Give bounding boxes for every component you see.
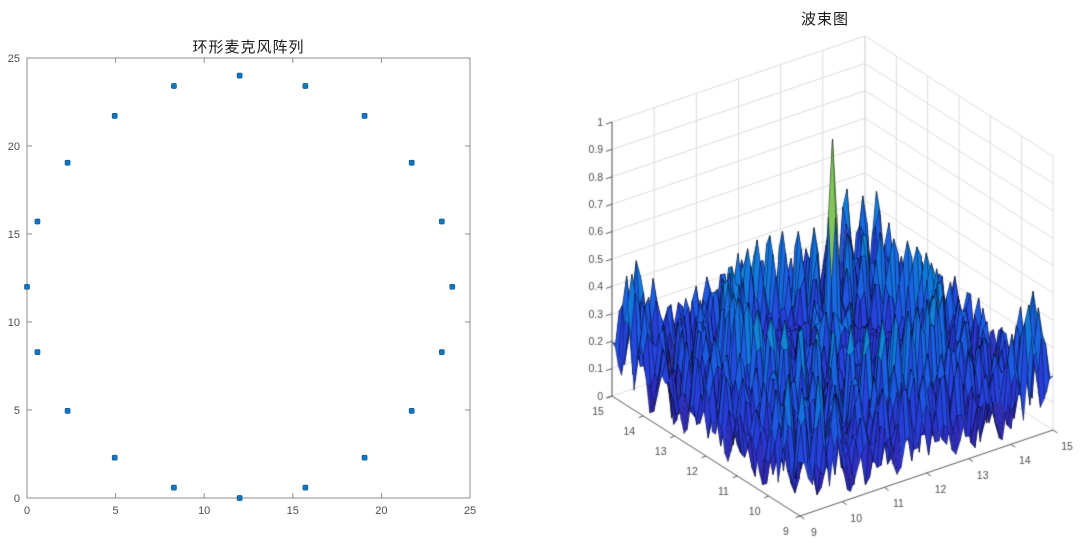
x-tick-label: 25 bbox=[464, 505, 476, 517]
y-tick-label: 5 bbox=[14, 405, 20, 417]
y-tick-label: 15 bbox=[8, 229, 20, 241]
mic-marker bbox=[24, 283, 30, 290]
mic-marker bbox=[111, 454, 118, 461]
scatter-chart: 0 5 10 15 20 25 0 5 10 15 20 25 bbox=[8, 53, 476, 517]
mic-marker bbox=[171, 83, 177, 89]
y-tick-label: 0 bbox=[14, 493, 20, 505]
y-tick-label: 25 bbox=[8, 53, 20, 65]
mic-marker bbox=[236, 72, 243, 79]
mic-marker bbox=[449, 283, 456, 290]
x-tick-label: 5 bbox=[113, 505, 119, 517]
axes-box bbox=[26, 57, 471, 499]
mic-marker bbox=[361, 454, 368, 461]
scatter-title: 环形麦克风阵列 bbox=[192, 40, 305, 56]
mic-marker bbox=[408, 408, 415, 414]
mic-marker bbox=[302, 484, 309, 491]
scatter-panel: 0 5 10 15 20 25 0 5 10 15 20 25 环形麦克风阵列 bbox=[8, 40, 476, 517]
surface-chart bbox=[540, 0, 1080, 557]
surface-panel: 波束图 bbox=[540, 0, 1080, 557]
x-tick-label: 15 bbox=[287, 505, 299, 517]
mic-marker bbox=[64, 408, 71, 414]
mic-marker bbox=[408, 159, 415, 166]
x-tick-label: 10 bbox=[198, 505, 210, 517]
y-tick-label: 20 bbox=[8, 141, 20, 153]
mic-marker bbox=[64, 159, 71, 166]
mic-marker bbox=[34, 218, 41, 225]
mic-marker bbox=[34, 349, 41, 355]
mic-marker bbox=[361, 113, 368, 119]
mic-marker bbox=[302, 83, 309, 89]
mic-marker bbox=[438, 218, 445, 225]
y-tick-label: 10 bbox=[8, 317, 20, 329]
mic-marker bbox=[236, 495, 243, 501]
x-tick-label: 0 bbox=[24, 505, 30, 517]
mic-marker bbox=[171, 484, 177, 491]
x-tick-label: 20 bbox=[375, 505, 387, 517]
mic-marker bbox=[111, 113, 118, 119]
mic-marker bbox=[438, 349, 445, 355]
surface-title: 波束图 bbox=[800, 12, 849, 28]
